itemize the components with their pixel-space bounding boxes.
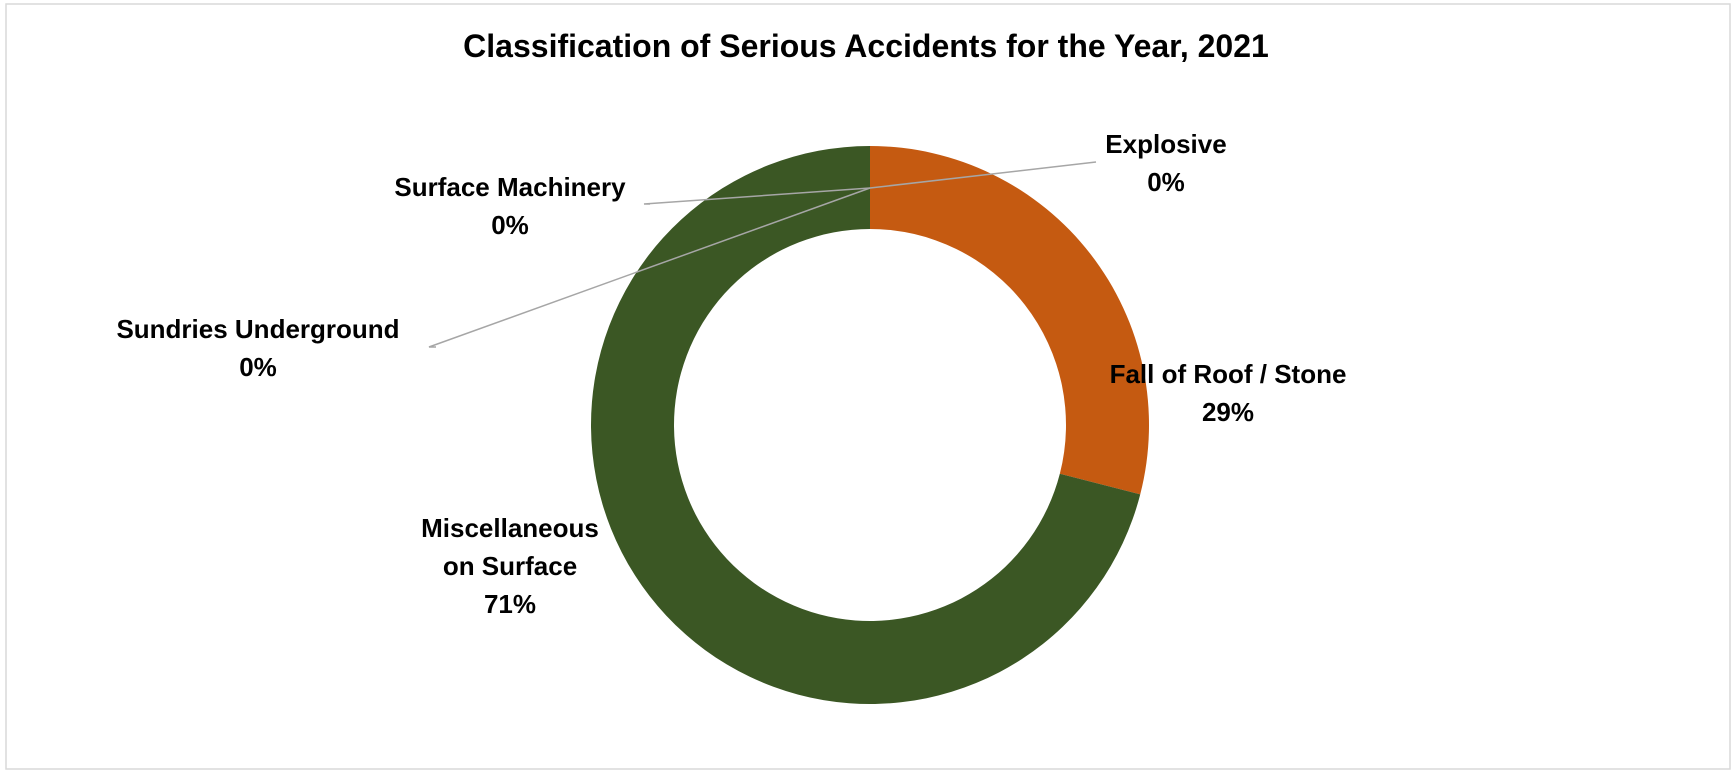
leader-line (643, 187, 871, 205)
data-label-name: Surface Machinery (394, 172, 626, 202)
data-label-value: 0% (1147, 167, 1185, 197)
chart-title: Classification of Serious Accidents for … (463, 28, 1269, 64)
leader-line (428, 187, 871, 348)
donut-segment (870, 146, 1149, 495)
donut-segment (591, 146, 1141, 704)
data-label-name: Miscellaneous on Surface (421, 513, 599, 581)
data-label-value: 71% (483, 589, 537, 619)
data-label-name: Explosive (1105, 129, 1227, 159)
data-label-value: 29% (1201, 397, 1255, 427)
leader-line (869, 161, 1097, 189)
data-label-name: Fall of Roof / Stone (1109, 359, 1347, 389)
data-label-name: Sundries Underground (116, 314, 400, 344)
data-label-value: 0% (239, 352, 277, 382)
data-label-value: 0% (491, 210, 529, 240)
